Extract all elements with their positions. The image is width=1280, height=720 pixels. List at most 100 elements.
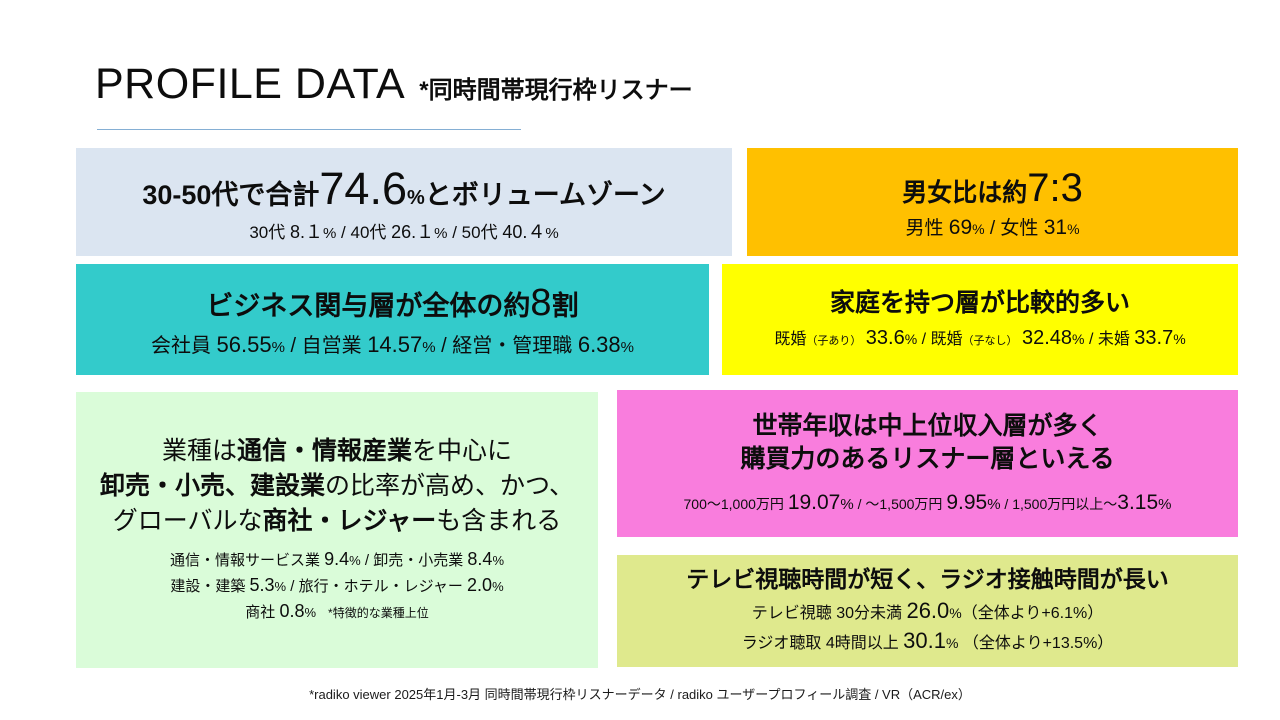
age-heading: 30-50代で合計74.6%とボリュームゾーン [142,161,665,217]
seg-sep: / [336,222,351,242]
family-heading: 家庭を持つ層が比較的多い [829,289,1130,318]
seg-label: 旅行・ホテル・レジャー [298,578,468,595]
seg-label: 1,500万円以上～ [1012,496,1118,513]
seg-label: 会社員 [150,335,217,358]
seg-value: 6.38 [577,332,621,358]
seg-pct: % [492,553,505,568]
seg-label: グローバルな [112,507,263,535]
card-gender-ratio: 男女比は約7:3 男性 69% / 女性 31% [747,148,1238,256]
seg-small-label: （子あり） [806,334,862,347]
seg-label: の比率が高め、かつ、 [325,472,575,500]
title-underline [97,129,521,130]
seg-label: 30-50代で合計 [142,179,320,210]
seg-pct: % [1173,330,1186,347]
seg-label: 業種は [161,437,237,465]
media-stats-line: テレビ視聴 30分未満 26.0%（全体より+6.1%） [752,597,1103,627]
seg-label: 既婚 [930,330,963,348]
seg-label: 700～1,000万円 [683,496,788,513]
seg-label: 自営業 [301,335,368,358]
card-income: 世帯年収は中上位収入層が多く 購買力のあるリスナー層といえる 700～1,000… [617,390,1238,537]
family-stats: 既婚（子あり） 33.6% / 既婚（子なし） 32.48% / 未婚 33.7… [774,326,1185,351]
media-stats-line: ラジオ聴取 4時間以上 30.1% （全体より+13.5%） [742,627,1114,657]
income-heading-line: 購買力のあるリスナー層といえる [740,445,1115,474]
seg-value: 56.55 [216,332,272,358]
seg-value: 2.0 [467,575,493,595]
seg-pct: % [1158,496,1172,514]
seg-pct: % [987,496,1001,514]
seg-label: 30代 [249,222,290,242]
seg-value: 69 [948,215,973,239]
source-footnote: *radiko viewer 2025年1月-3月 同時間帯現行枠リスナーデータ… [309,687,971,702]
seg-label: ～1,500万円 [865,496,947,513]
industry-heading-line: 業種は通信・情報産業を中心に [162,434,512,469]
seg-label: を中心に [412,437,513,465]
seg-pct: % [434,224,448,242]
business-share-value: 8 [530,281,552,324]
seg-pct: % [949,605,962,622]
seg-value: 30.1 [903,628,946,654]
seg-label: 通信・情報サービス業 [169,552,325,569]
industry-heading-line: グローバルな商社・レジャーも含まれる [113,504,562,539]
seg-value: 33.7 [1134,326,1174,349]
seg-pct: % [422,339,436,357]
seg-label: （全体より+6.1%） [961,605,1104,623]
age-total-value: 74.6 [319,162,407,214]
seg-sep: / [984,217,1001,239]
seg-value: 0.8 [279,601,305,621]
seg-value: 8.4 [467,549,493,569]
card-age-volume: 30-50代で合計74.6%とボリュームゾーン 30代 8.１% / 40代 2… [76,148,732,256]
seg-value: 26.0 [906,598,950,624]
seg-pct: % [492,579,504,594]
seg-value: 3.15 [1117,491,1159,515]
seg-label: 既婚 [774,330,807,348]
seg-sep: / [284,335,302,358]
seg-pct: % [840,496,854,514]
age-stats: 30代 8.１% / 40代 26.１% / 50代 40.４% [249,221,558,244]
business-heading: ビジネス関与層が全体の約8割 [206,280,578,328]
seg-value: 19.07 [787,491,841,515]
seg-sep: / [435,335,453,358]
industry-stats-line: 建設・建築 5.3% / 旅行・ホテル・レジャー 2.0% [170,573,503,599]
seg-label: 40代 [350,222,392,242]
seg-sep: / [360,552,374,569]
seg-pct: % [620,339,634,357]
seg-value: 32.48 [1021,326,1073,349]
seg-emphasis: 通信・情報産業 [236,437,412,465]
seg-sep: / [286,578,299,595]
card-family: 家庭を持つ層が比較的多い 既婚（子あり） 33.6% / 既婚（子なし） 32.… [722,264,1238,375]
seg-value: 26.１ [391,221,435,242]
seg-value: 14.57 [367,332,423,358]
page-title: PROFILE DATA [95,60,406,108]
industry-stats-line: 通信・情報サービス業 9.4% / 卸売・小売業 8.4% [170,547,504,573]
title-row: PROFILE DATA *同時間帯現行枠リスナー [95,60,693,109]
seg-label: ラジオ聴取 4時間以上 [741,635,904,653]
seg-pct: % [1072,330,1085,347]
seg-sep: / [917,330,931,348]
card-business: ビジネス関与層が全体の約8割 会社員 56.55% / 自営業 14.57% /… [76,264,709,375]
seg-label: とボリュームゾーン [424,179,666,210]
seg-label: 男女比は約 [902,178,1028,207]
seg-value: 40.４ [502,221,546,242]
seg-pct: % [972,220,985,237]
seg-emphasis: 商社・レジャー [262,507,437,535]
seg-value: 9.95 [946,491,988,515]
seg-value: 31 [1043,215,1068,239]
gender-heading: 男女比は約7:3 [902,163,1083,213]
seg-label: （全体より+13.5%） [958,635,1114,653]
industry-footnote: *特徴的な業種上位 [316,606,429,620]
industry-heading-line: 卸売・小売、建設業の比率が高め、かつ、 [100,469,574,504]
media-heading: テレビ視聴時間が短く、ラジオ接触時間が長い [686,565,1169,592]
seg-small-label: （子なし） [962,334,1018,347]
seg-label: も含まれる [436,507,562,535]
seg-sep: / [447,222,462,242]
seg-label: 商社 [245,604,280,621]
seg-label: 50代 [461,222,503,242]
seg-label: 男性 [905,217,949,239]
seg-emphasis: 卸売・小売、建設業 [99,472,325,500]
seg-pct: % [545,224,559,242]
gender-stats: 男性 69% / 女性 31% [905,215,1079,241]
seg-sep: / [1084,330,1098,348]
card-industry: 業種は通信・情報産業を中心に 卸売・小売、建設業の比率が高め、かつ、 グローバル… [76,392,598,668]
seg-value: 8.１ [289,221,323,242]
